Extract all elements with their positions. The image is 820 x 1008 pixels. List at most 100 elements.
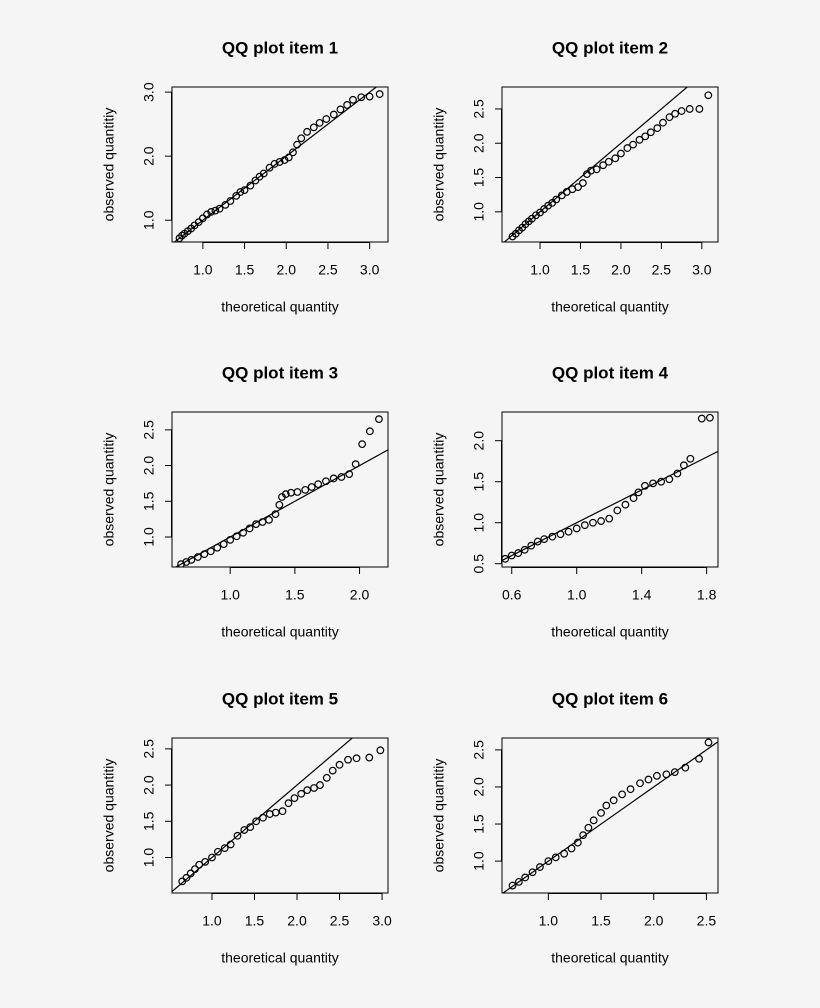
x-axis-label: theoretical quantity [551,299,669,315]
point [214,847,222,856]
point [685,105,694,113]
point [609,796,618,805]
point [297,789,306,798]
point [352,754,361,763]
point [556,530,565,539]
point [646,128,655,137]
y-tick-label: 2.0 [141,146,157,166]
plot-frame [171,737,389,894]
y-tick-label: 2.5 [471,740,487,760]
point [351,460,360,469]
point [328,766,337,775]
plot-frame [501,411,719,568]
x-tick-label: 2.5 [318,262,338,278]
y-tick-label: 1.0 [141,527,157,547]
point [307,483,316,491]
y-tick-label: 1.0 [471,202,487,222]
point [303,786,312,795]
x-tick-label: 3.0 [360,262,380,278]
point [528,868,537,877]
x-tick-label: 2.0 [287,913,307,929]
point [303,127,312,136]
y-tick-label: 2.0 [141,456,157,476]
y-tick-label: 1.5 [141,811,157,831]
point [621,500,630,509]
point [206,547,215,556]
point [641,481,649,490]
point [695,105,704,113]
point [198,214,207,223]
point [182,873,191,882]
point [502,554,510,563]
point [365,427,374,436]
point [290,794,299,803]
plot-frame [501,86,719,243]
point [705,413,714,422]
point [567,844,576,853]
x-tick-label: 1.5 [571,262,591,278]
x-tick-label: 2.5 [697,913,717,929]
x-tick-label: 1.0 [220,587,240,603]
point [336,105,345,114]
point [240,186,249,195]
point [280,156,289,164]
y-axis-label: observed quantitiy [431,108,447,222]
x-tick-label: 3.0 [372,913,392,929]
point [602,801,611,810]
point [337,473,346,481]
point [375,90,384,98]
y-tick-label: 0.5 [471,554,487,574]
point [613,506,622,515]
y-axis-label: observed quantitiy [431,759,447,873]
point [508,881,517,890]
point [533,537,542,546]
reference-line [503,87,689,242]
point [221,200,230,209]
point [560,849,569,858]
point [697,414,706,423]
point [618,790,627,799]
point [653,124,662,133]
x-tick-label: 1.0 [530,262,550,278]
point [344,755,352,764]
point [226,197,235,205]
panel: QQ plot item 6 theoretical quantity observ… [431,689,719,966]
x-tick-label: 1.5 [245,913,265,929]
point [309,123,318,132]
point [376,746,385,755]
x-axis-label: theoretical quantity [221,950,339,966]
chart-title: QQ plot item 1 [222,38,338,57]
point [604,157,613,166]
chart-title: QQ plot item 5 [222,689,338,708]
panel: QQ plot item 2 theoretical quantity observ… [431,38,719,315]
x-tick-label: 1.0 [539,913,559,929]
point [587,166,595,175]
y-tick-label: 1.5 [471,472,487,492]
point [252,817,261,826]
panel: QQ plot item 3 theoretical quantity observ… [101,363,389,640]
plot-frame [171,411,389,568]
chart-title: QQ plot item 3 [222,363,338,382]
point [232,191,241,200]
point [695,754,703,763]
panel: QQ plot item 1 theoretical quantity observ… [101,38,389,315]
point [611,154,620,163]
point [540,535,549,544]
point [211,206,220,215]
point [345,470,354,479]
point [310,784,318,792]
plot-area [174,415,388,567]
x-tick-label: 1.0 [193,262,213,278]
point [335,760,344,769]
point [671,109,680,118]
point [589,518,597,527]
x-tick-label: 1.5 [235,262,255,278]
point [544,857,553,866]
x-axis-label: theoretical quantity [221,299,339,315]
y-axis-label: observed quantitiy [101,433,117,547]
point [657,477,666,486]
reference-line [502,450,718,561]
point [375,415,383,424]
chart-title: QQ plot item 2 [552,38,668,57]
